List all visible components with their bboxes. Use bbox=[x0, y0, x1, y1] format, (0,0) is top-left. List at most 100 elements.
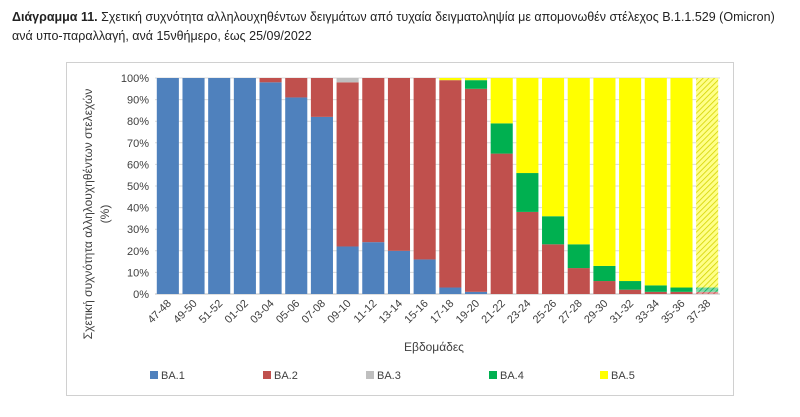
bar-ba4-23-24 bbox=[516, 173, 539, 212]
x-tick-label: 07-08 bbox=[300, 298, 328, 326]
y-tick-label: 30% bbox=[127, 224, 149, 236]
bar-ba5-37-38 bbox=[696, 78, 719, 288]
legend-swatch-ba1 bbox=[150, 371, 158, 379]
bar-ba1-19-20 bbox=[464, 291, 488, 294]
y-tick-label: 20% bbox=[127, 246, 149, 258]
y-tick-label: 40% bbox=[127, 203, 149, 215]
bar-ba4-35-36 bbox=[670, 287, 693, 292]
x-tick-label: 27-28 bbox=[556, 298, 584, 326]
legend-label-ba1: BA.1 bbox=[161, 370, 185, 382]
legend-label-ba5: BA.5 bbox=[611, 370, 635, 382]
bar-ba1-01-02 bbox=[233, 78, 256, 294]
legend: BA.1 BA.2 BA.3 BA.4 BA.5 bbox=[150, 370, 635, 382]
x-tick-label: 21-22 bbox=[479, 298, 507, 326]
chart-caption: Διάγραμμα 11. Σχετική συχνότητα αλληλουχ… bbox=[12, 8, 788, 46]
caption-text: Σχετική συχνότητα αλληλουχηθέντων δειγμά… bbox=[12, 10, 775, 43]
bar-ba2-23-24 bbox=[516, 211, 539, 294]
x-tick-label: 25-26 bbox=[531, 298, 559, 326]
bar-ba2-15-16 bbox=[413, 78, 436, 260]
bar-ba2-03-04 bbox=[259, 78, 282, 83]
bar-ba4-27-28 bbox=[567, 244, 590, 269]
bar-ba2-05-06 bbox=[285, 78, 308, 98]
bar-ba1-09-10 bbox=[336, 246, 359, 294]
bar-ba3-09-10 bbox=[336, 78, 359, 83]
x-tick-label: 11-12 bbox=[352, 298, 380, 326]
bar-ba2-11-12 bbox=[362, 78, 385, 243]
x-tick-label: 49-50 bbox=[171, 298, 199, 326]
x-tick-label: 01-02 bbox=[223, 298, 251, 326]
bar-ba2-19-20 bbox=[464, 88, 488, 292]
y-tick-label: 100% bbox=[121, 73, 149, 85]
x-tick-label: 23-24 bbox=[505, 298, 533, 326]
bar-ba4-31-32 bbox=[619, 281, 642, 290]
bar-ba2-27-28 bbox=[567, 268, 590, 294]
bar-ba5-23-24 bbox=[516, 78, 539, 174]
bar-ba5-21-22 bbox=[490, 78, 513, 124]
legend-swatch-ba2 bbox=[263, 371, 271, 379]
bar-ba5-29-30 bbox=[593, 78, 616, 266]
bar-ba1-05-06 bbox=[285, 97, 308, 294]
x-tick-label: 33-34 bbox=[634, 298, 662, 326]
x-tick-label: 03-04 bbox=[248, 298, 276, 326]
x-tick-label: 15-16 bbox=[402, 298, 430, 326]
y-axis-label-unit: (%) bbox=[98, 205, 112, 224]
bar-ba2-09-10 bbox=[336, 82, 359, 247]
bar-ba1-03-04 bbox=[259, 82, 282, 294]
x-tick-label: 05-06 bbox=[274, 298, 302, 326]
bar-ba2-17-18 bbox=[439, 80, 462, 288]
bar-ba1-17-18 bbox=[439, 287, 462, 294]
legend-label-ba3: BA.3 bbox=[377, 370, 401, 382]
x-axis-label: Εβδομάδες bbox=[404, 340, 464, 354]
bar-ba1-51-52 bbox=[208, 78, 231, 294]
bar-ba1-15-16 bbox=[413, 259, 436, 294]
x-tick-label: 29-30 bbox=[582, 298, 610, 326]
x-tick-label: 09-10 bbox=[325, 298, 353, 326]
bar-ba5-27-28 bbox=[567, 78, 590, 245]
legend-swatch-ba5 bbox=[600, 371, 608, 379]
bar-ba4-25-26 bbox=[542, 216, 565, 245]
bar-ba4-29-30 bbox=[593, 265, 616, 282]
bar-ba4-21-22 bbox=[490, 123, 513, 154]
bar-ba5-31-32 bbox=[619, 78, 642, 282]
bar-ba4-19-20 bbox=[464, 80, 488, 89]
chart-frame bbox=[66, 62, 734, 396]
y-tick-label: 0% bbox=[133, 289, 149, 301]
y-tick-label: 90% bbox=[127, 95, 149, 107]
bar-ba2-07-08 bbox=[310, 78, 333, 117]
bar-ba1-13-14 bbox=[387, 250, 411, 294]
x-tick-label: 31-32 bbox=[608, 298, 636, 326]
y-tick-label: 50% bbox=[127, 181, 149, 193]
legend-swatch-ba3 bbox=[366, 371, 374, 379]
bar-ba1-07-08 bbox=[310, 116, 333, 294]
y-tick-label: 80% bbox=[127, 116, 149, 128]
bar-ba2-29-30 bbox=[593, 281, 616, 294]
legend-swatch-ba4 bbox=[489, 371, 497, 379]
bar-ba4-33-34 bbox=[644, 285, 667, 292]
y-axis-label: Σχετική συχνότητα αλληλουχηθέντων στελεχ… bbox=[81, 89, 95, 340]
bar-ba2-33-34 bbox=[644, 291, 667, 294]
bar-ba1-11-12 bbox=[362, 242, 385, 294]
x-tick-label: 37-38 bbox=[685, 298, 713, 326]
bar-ba5-25-26 bbox=[542, 78, 565, 217]
caption-label: Διάγραμμα 11. bbox=[12, 10, 98, 24]
y-tick-label: 70% bbox=[127, 138, 149, 150]
x-tick-label: 47-48 bbox=[146, 298, 174, 326]
bar-ba2-21-22 bbox=[490, 153, 513, 294]
x-tick-label: 51-52 bbox=[197, 298, 225, 326]
legend-label-ba2: BA.2 bbox=[274, 370, 298, 382]
x-tick-label: 35-36 bbox=[659, 298, 687, 326]
bar-ba2-25-26 bbox=[542, 244, 565, 294]
y-tick-label: 60% bbox=[127, 159, 149, 171]
bar-ba4-37-38 bbox=[696, 287, 719, 292]
x-tick-label: 13-14 bbox=[377, 298, 405, 326]
bar-ba5-17-18 bbox=[439, 78, 462, 81]
bar-ba5-33-34 bbox=[644, 78, 667, 286]
bar-ba1-49-50 bbox=[182, 78, 205, 294]
bar-ba2-35-36 bbox=[670, 291, 693, 294]
bar-ba2-37-38 bbox=[696, 291, 719, 294]
bar-ba2-31-32 bbox=[619, 289, 642, 294]
bar-ba5-35-36 bbox=[670, 78, 693, 288]
bar-ba2-13-14 bbox=[387, 78, 411, 251]
bar-ba5-19-20 bbox=[464, 78, 488, 81]
